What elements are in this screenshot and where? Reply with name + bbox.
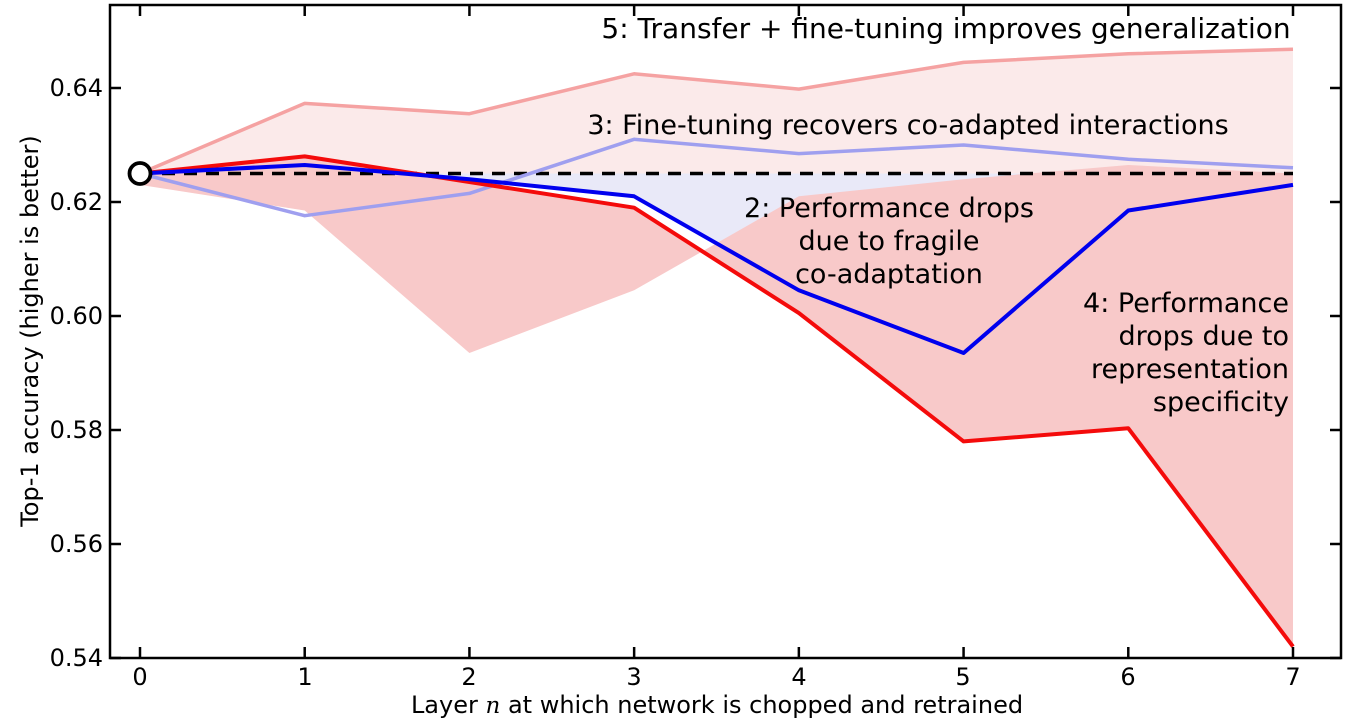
annotation-curve-4-line4: specificity xyxy=(1152,387,1289,418)
y-tick-label: 0.58 xyxy=(49,416,103,444)
x-tick-label: 2 xyxy=(461,663,477,691)
series-4-line-transfer-frozen xyxy=(139,154,1295,648)
baseline-origin-marker xyxy=(127,161,153,186)
y-axis-label: Top-1 accuracy (higher is better) xyxy=(16,135,44,527)
annotation-curve-2: 2: Performance drops due to fragile co-a… xyxy=(744,192,1034,291)
x-tick-label: 6 xyxy=(1120,663,1136,691)
x-tick-label: 4 xyxy=(791,663,807,691)
y-tick-label: 0.60 xyxy=(49,302,103,330)
annotation-curve-2-line1: 2: Performance drops xyxy=(744,193,1034,224)
annotation-curve-4-line2: drops due to xyxy=(1118,321,1289,352)
series-3-line-finetuning-recovers xyxy=(139,137,1294,218)
x-tick-label: 7 xyxy=(1285,663,1301,691)
x-axis-label-pre: Layer xyxy=(410,691,486,719)
annotation-curve-5: 5: Transfer + fine-tuning improves gener… xyxy=(601,12,1291,45)
annotation-curve-4-line1: 4: Performance xyxy=(1083,288,1289,319)
x-axis-label: Layer n at which network is chopped and … xyxy=(411,691,1023,719)
annotation-curve-2-line3: co-adaptation xyxy=(795,259,983,290)
y-tick-label: 0.64 xyxy=(49,74,103,102)
x-axis-label-var-n: n xyxy=(485,693,501,719)
fill-region-4-representation-specificity xyxy=(140,156,1293,647)
y-tick-label: 0.54 xyxy=(49,644,103,672)
series-5-line-transfer-finetune xyxy=(139,47,1294,176)
series-2-line-selffer-frozen xyxy=(139,163,1294,355)
fill-region-5-transfer-finetune xyxy=(140,49,1293,174)
axes-frame xyxy=(108,3,1343,660)
y-tick-label: 0.62 xyxy=(49,188,103,216)
annotation-curve-3: 3: Fine-tuning recovers co-adapted inter… xyxy=(587,110,1229,141)
annotation-curve-2-line2: due to fragile xyxy=(798,226,980,257)
x-tick-label: 5 xyxy=(955,663,971,691)
annotation-curve-4-line3: representation xyxy=(1090,354,1289,385)
x-tick-label: 3 xyxy=(626,663,642,691)
x-tick-label: 1 xyxy=(297,663,313,691)
x-tick-label: 0 xyxy=(132,663,148,691)
annotation-curve-4: 4: Performance drops due to representati… xyxy=(1083,287,1289,419)
x-axis-label-post: at which network is chopped and retraine… xyxy=(500,691,1024,719)
y-tick-label: 0.56 xyxy=(49,530,103,558)
